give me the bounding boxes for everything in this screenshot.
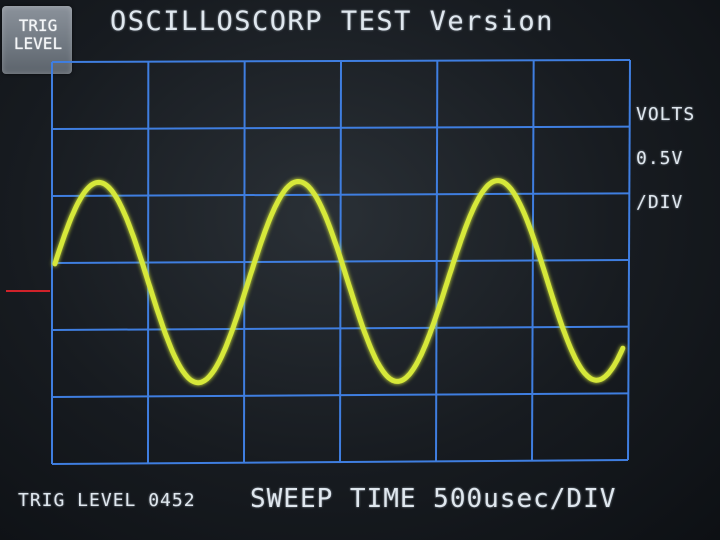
grid-horizontal-line — [51, 459, 629, 465]
grid-horizontal-line — [51, 392, 629, 398]
grid-horizontal-line — [51, 325, 629, 331]
trig-button-label-top: TRIG — [18, 16, 58, 35]
graticule — [51, 59, 631, 465]
volts-label: VOLTS — [636, 104, 696, 125]
grid-horizontal-line — [51, 125, 630, 130]
trig-level-readout: TRIG LEVEL 0452 — [18, 490, 196, 511]
per-div-label: /DIV — [636, 192, 684, 213]
trig-level-button[interactable]: TRIG LEVEL — [2, 6, 72, 74]
volts-per-div-value: 0.5V — [636, 148, 684, 169]
trig-button-label-bottom: LEVEL — [13, 34, 63, 53]
signal-trace — [52, 178, 626, 386]
sweep-time-readout: SWEEP TIME 500usec/DIV — [250, 484, 617, 514]
grid-horizontal-line — [51, 192, 630, 197]
screen-title: OSCILLOSCORP TEST Version — [110, 6, 554, 37]
grid-horizontal-line — [51, 59, 631, 63]
